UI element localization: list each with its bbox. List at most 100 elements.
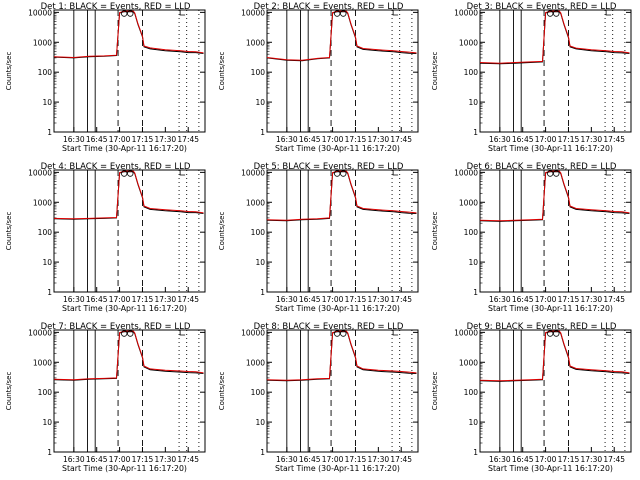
x-tick-label: 17:45	[177, 295, 199, 304]
series-lld-line	[54, 330, 204, 381]
y-tick-label: 10	[468, 98, 478, 107]
corner-marker	[605, 10, 612, 16]
x-axis-label: Start Time (30-Apr-11 16:17:20)	[275, 464, 400, 473]
corner-marker	[605, 330, 612, 336]
chart-title: Det 8: BLACK = Events, RED = LLD	[254, 322, 404, 332]
saturation-marker-1	[120, 10, 128, 17]
x-tick-label: 17:00	[535, 135, 557, 144]
x-tick-label: 16:45	[299, 135, 321, 144]
y-tick-label: 10000	[28, 328, 52, 337]
x-tick-label: 16:45	[86, 135, 108, 144]
series-lld-line	[480, 170, 630, 222]
y-tick-label: 100	[251, 388, 266, 397]
y-tick-label: 100	[38, 228, 53, 237]
chart-title: Det 1: BLACK = Events, RED = LLD	[41, 2, 191, 12]
y-tick-label: 100	[464, 68, 479, 77]
detector-chart-9: Det 9: BLACK = Events, RED = LLD 1 10 100 10…	[431, 322, 632, 473]
y-tick-label: 10	[42, 258, 52, 267]
plot-frame	[53, 9, 206, 133]
x-tick-label: 17:15	[132, 135, 154, 144]
y-tick-label: 1000	[33, 38, 52, 47]
x-tick-label: 16:30	[63, 455, 85, 464]
chart-title: Det 6: BLACK = Events, RED = LLD	[467, 162, 617, 172]
x-tick-label: 17:45	[390, 295, 412, 304]
y-tick-label: 10000	[454, 8, 478, 17]
x-tick-label: 16:30	[276, 295, 298, 304]
x-tick-label: 17:45	[603, 295, 625, 304]
y-tick-label: 1000	[33, 358, 52, 367]
x-tick-label: 17:00	[535, 455, 557, 464]
detector-panel-6: Det 6: BLACK = Events, RED = LLD 1 10 100 10…	[426, 160, 639, 320]
x-axis-label: Start Time (30-Apr-11 16:17:20)	[62, 144, 187, 153]
y-tick-label: 1000	[459, 358, 478, 367]
chart-title: Det 3: BLACK = Events, RED = LLD	[467, 2, 617, 12]
y-tick-label: 1000	[33, 198, 52, 207]
y-tick-label: 10	[42, 98, 52, 107]
detector-panel-3: Det 3: BLACK = Events, RED = LLD 1 10 100 10…	[426, 0, 639, 160]
detector-chart-7: Det 7: BLACK = Events, RED = LLD 1 10 100 10…	[5, 322, 206, 473]
chart-title: Det 9: BLACK = Events, RED = LLD	[467, 322, 617, 332]
x-tick-label: 16:30	[63, 295, 85, 304]
y-tick-label: 100	[251, 228, 266, 237]
y-tick-label: 1000	[459, 198, 478, 207]
x-tick-label: 17:15	[132, 455, 154, 464]
x-tick-label: 17:30	[368, 455, 390, 464]
y-axis-label: Counts/sec	[218, 52, 226, 91]
y-axis-label: Counts/sec	[431, 52, 439, 91]
series-events-line	[480, 171, 630, 222]
x-tick-label: 17:30	[368, 135, 390, 144]
y-tick-label: 1	[260, 288, 265, 297]
x-tick-label: 17:15	[132, 295, 154, 304]
y-tick-label: 10	[42, 418, 52, 427]
x-tick-label: 17:00	[322, 455, 344, 464]
plot-frame	[266, 169, 419, 293]
detector-chart-5: Det 5: BLACK = Events, RED = LLD 1 10 100 10…	[218, 162, 419, 313]
detector-chart-3: Det 3: BLACK = Events, RED = LLD 1 10 100 10…	[431, 2, 632, 153]
saturation-marker-2	[553, 170, 560, 177]
y-tick-label: 10000	[241, 328, 265, 337]
y-tick-label: 100	[38, 68, 53, 77]
detector-panel-4: Det 4: BLACK = Events, RED = LLD 1 10 100 10…	[0, 160, 213, 320]
saturation-marker-1	[120, 330, 128, 337]
y-axis-label: Counts/sec	[218, 212, 226, 251]
y-tick-label: 100	[251, 68, 266, 77]
detector-panel-8: Det 8: BLACK = Events, RED = LLD 1 10 100 10…	[213, 320, 426, 480]
plot-frame	[266, 9, 419, 133]
x-tick-label: 16:45	[512, 135, 534, 144]
series-events-line	[267, 331, 417, 382]
x-tick-label: 16:45	[299, 295, 321, 304]
saturation-marker-2	[553, 10, 560, 17]
x-tick-label: 16:45	[512, 455, 534, 464]
x-tick-label: 17:30	[155, 455, 177, 464]
series-events-line	[54, 171, 204, 220]
y-tick-label: 10000	[28, 8, 52, 17]
y-tick-label: 1	[260, 448, 265, 457]
y-tick-label: 1000	[246, 38, 265, 47]
x-axis-label: Start Time (30-Apr-11 16:17:20)	[488, 464, 613, 473]
plot-frame	[53, 329, 206, 453]
corner-marker	[179, 170, 186, 176]
x-tick-label: 17:30	[581, 295, 603, 304]
x-tick-label: 16:45	[86, 455, 108, 464]
y-tick-label: 10000	[241, 168, 265, 177]
x-tick-label: 16:45	[512, 295, 534, 304]
corner-marker	[179, 10, 186, 16]
plot-frame	[479, 329, 632, 453]
y-tick-label: 100	[464, 228, 479, 237]
corner-marker	[392, 170, 399, 176]
y-tick-label: 1	[47, 448, 52, 457]
series-events-line	[267, 171, 417, 222]
x-tick-label: 17:45	[603, 135, 625, 144]
x-tick-label: 17:45	[603, 455, 625, 464]
y-tick-label: 10	[468, 258, 478, 267]
x-tick-label: 17:30	[581, 135, 603, 144]
saturation-marker-1	[546, 170, 554, 177]
series-lld-line	[54, 10, 204, 59]
x-axis-label: Start Time (30-Apr-11 16:17:20)	[275, 144, 400, 153]
saturation-marker-2	[340, 330, 347, 337]
x-tick-label: 17:15	[558, 135, 580, 144]
x-tick-label: 16:45	[86, 295, 108, 304]
x-axis-label: Start Time (30-Apr-11 16:17:20)	[62, 304, 187, 313]
x-tick-label: 17:30	[368, 295, 390, 304]
y-tick-label: 10	[468, 418, 478, 427]
